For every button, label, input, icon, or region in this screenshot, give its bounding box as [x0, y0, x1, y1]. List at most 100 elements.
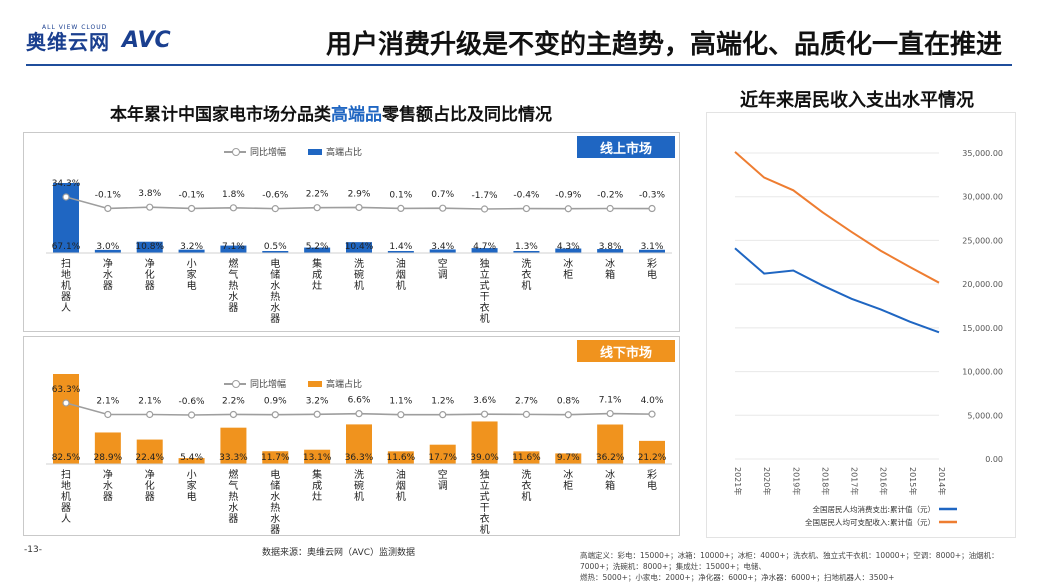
category-label: 燃 — [228, 257, 238, 270]
category-label: 机 — [396, 279, 406, 292]
bar-value-label: 4.7% — [473, 242, 496, 252]
legend-line-icon — [224, 379, 246, 388]
bar-value-label: 7.1% — [222, 242, 245, 252]
income-line — [734, 151, 940, 284]
bar-value-label: 3.0% — [96, 242, 119, 252]
y-tick-label: 35,000.00 — [962, 149, 1003, 158]
bar-value-label: 11.6% — [512, 453, 541, 463]
category-label: 式 — [480, 490, 490, 503]
yoy-value-label: -0.6% — [262, 191, 289, 201]
avc-logo: AVC — [122, 28, 171, 53]
yoy-value-label: 4.0% — [641, 396, 664, 406]
category-label: 热 — [228, 279, 238, 292]
online-legend: 同比增幅 高端占比 — [224, 145, 384, 158]
category-label: 衣 — [480, 512, 490, 525]
bar-value-label: 0.5% — [264, 242, 287, 252]
category-label: 储 — [270, 479, 280, 492]
category-label: 化 — [145, 479, 155, 492]
x-tick-label: 2016年 — [879, 467, 889, 495]
legend-bar-icon — [308, 148, 323, 155]
category-label: 机 — [61, 279, 71, 292]
category-label: 箱 — [605, 268, 615, 281]
bar — [220, 245, 247, 253]
category-label: 彩 — [647, 258, 657, 270]
right-chart-title: 近年来居民收入支出水平情况 — [740, 90, 974, 111]
offline-legend: 同比增幅 高端占比 — [224, 377, 384, 390]
bar — [136, 241, 163, 253]
category-label: 水 — [228, 291, 238, 303]
category-label: 洗 — [521, 469, 531, 481]
x-tick-label: 2019年 — [791, 467, 801, 495]
yoy-point — [104, 204, 112, 213]
category-label: 调 — [438, 269, 448, 281]
bar — [262, 451, 289, 464]
bar-value-label: 11.7% — [261, 453, 290, 463]
bar-value-label: 3.8% — [599, 242, 622, 252]
category-label: 人 — [61, 513, 71, 525]
category-label: 碗 — [354, 479, 364, 492]
yoy-value-label: 7.1% — [599, 396, 622, 406]
category-label: 柜 — [563, 268, 573, 281]
category-label: 机 — [61, 490, 71, 503]
category-label: 地 — [61, 268, 71, 281]
category-label: 家 — [187, 268, 197, 281]
yoy-value-label: 34.3% — [52, 179, 81, 189]
category-label: 器 — [61, 291, 71, 303]
legend-yoy: 同比增幅 — [224, 145, 286, 158]
yoy-value-label: -1.7% — [472, 191, 499, 201]
category-label: 水 — [103, 269, 113, 281]
legend-share-label: 高端占比 — [326, 148, 363, 158]
category-label: 净 — [103, 468, 113, 481]
category-label: 水 — [228, 502, 238, 514]
category-label: 箱 — [605, 479, 615, 492]
yoy-value-label: 0.1% — [389, 190, 412, 200]
category-label: 器 — [270, 313, 280, 325]
x-tick-label: 2020年 — [762, 467, 772, 495]
yoy-value-label: 1.2% — [431, 397, 454, 407]
page-title: 用户消费升级是不变的主趋势，高端化、品质化一直在推进 — [325, 30, 1002, 60]
yoy-point — [648, 204, 656, 213]
category-label: 热 — [270, 290, 280, 303]
legend-label: 全国居民人均可支配收入:累计值（元） — [805, 517, 935, 527]
category-label: 水 — [270, 302, 280, 314]
category-label: 机 — [354, 279, 364, 292]
category-label: 洗 — [354, 258, 364, 270]
category-label: 衣 — [521, 268, 531, 281]
online-chart-svg: 3.1%彩电3.8%冰箱4.3%冰柜1.3%洗衣机4.7%独立式干衣机3.4%空… — [46, 179, 672, 325]
category-label: 立 — [480, 479, 490, 492]
category-label: 气 — [228, 268, 238, 281]
yoy-point — [62, 399, 70, 407]
category-label: 器 — [270, 524, 280, 535]
yoy-value-label: 2.1% — [138, 396, 161, 406]
category-label: 灶 — [312, 490, 322, 503]
bar — [639, 440, 665, 464]
category-label: 电 — [187, 279, 197, 292]
bar-value-label: 9.7% — [557, 453, 580, 463]
category-label: 灶 — [312, 279, 322, 292]
y-tick-label: 0.00 — [985, 455, 1003, 464]
category-label: 小 — [187, 469, 197, 481]
legend-line-icon — [224, 147, 246, 156]
yoy-point — [480, 410, 489, 418]
yoy-point — [271, 205, 279, 213]
category-label: 冰 — [605, 468, 615, 481]
legend-bar-icon — [308, 380, 323, 387]
bar — [471, 421, 498, 464]
category-label: 电 — [270, 257, 280, 270]
legend-share: 高端占比 — [308, 377, 362, 390]
notes-line-1: 高端定义：彩电：15000+；冰箱：10000+；冰柜：4000+；洗衣机、独立… — [580, 551, 999, 571]
yoy-value-label: -0.9% — [555, 191, 582, 201]
yoy-point — [355, 203, 363, 212]
category-label: 器 — [145, 491, 155, 503]
bar-value-label: 5.2% — [306, 242, 329, 252]
left-chart-title: 本年累计中国家电市场分品类高端品零售额占比及同比情况 — [110, 100, 552, 125]
bar — [94, 432, 121, 464]
yoy-point — [271, 411, 279, 419]
category-label: 电 — [270, 468, 280, 481]
online-tag: 线上市场 — [577, 136, 675, 158]
yoy-point — [187, 411, 196, 419]
category-label: 水 — [103, 480, 113, 492]
x-tick-label: 2014年 — [937, 467, 947, 495]
category-label: 器 — [228, 302, 238, 314]
category-label: 干 — [480, 292, 490, 303]
